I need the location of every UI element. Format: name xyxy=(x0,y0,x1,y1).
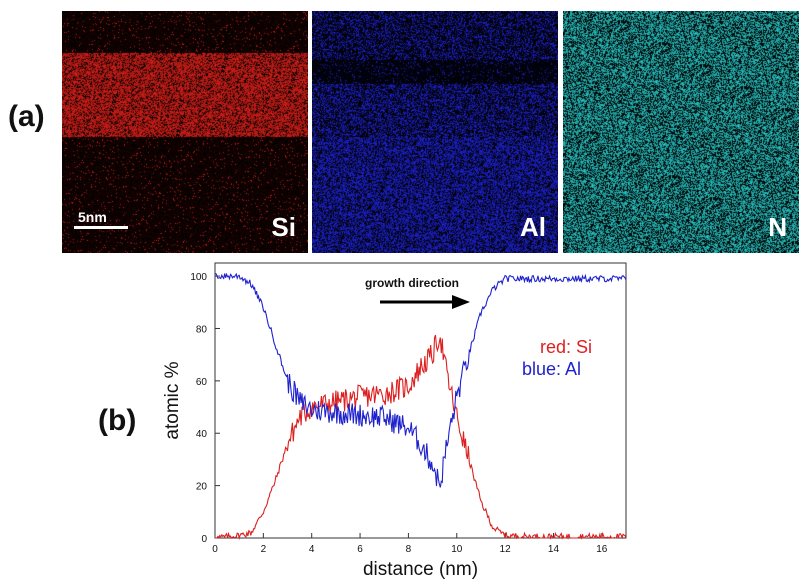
si-map-image: 5nm Si xyxy=(62,11,308,253)
plot-frame xyxy=(214,262,627,539)
x-tick-label: 10 xyxy=(451,544,463,555)
y-tick-label: 20 xyxy=(196,482,208,493)
al-map-canvas xyxy=(312,11,558,253)
si-map-canvas xyxy=(62,11,308,253)
scale-bar xyxy=(74,226,128,229)
panel-b-label: (b) xyxy=(98,404,137,437)
y-axis-label: atomic % xyxy=(162,361,183,439)
x-tick-label: 12 xyxy=(500,544,512,555)
growth-direction-label: growth direction xyxy=(365,276,459,290)
scale-bar-label: 5nm xyxy=(78,209,107,225)
plot-area: 0 2 4 6 8 10 12 14 16 0 20 40 60 80 100 distance (nm) at… xyxy=(162,262,627,580)
n-map-label: N xyxy=(768,212,787,242)
growth-direction-arrow-head xyxy=(452,295,470,309)
x-tick-label: 2 xyxy=(261,544,267,555)
x-axis-label: distance (nm) xyxy=(363,559,478,580)
y-tick-label: 0 xyxy=(201,534,207,545)
panel-a-label: (a) xyxy=(8,100,45,133)
legend-al: blue: Al xyxy=(522,359,581,379)
series-line-si xyxy=(215,334,627,541)
x-tick-label: 16 xyxy=(596,544,608,555)
x-tick-label: 14 xyxy=(548,544,560,555)
y-tick-label: 100 xyxy=(190,272,207,283)
x-tick-label: 4 xyxy=(309,544,315,555)
al-map-image: Al xyxy=(312,11,558,253)
n-map-image: N xyxy=(563,11,799,253)
si-map-label: Si xyxy=(271,212,296,242)
x-tick-label: 0 xyxy=(212,544,218,555)
line-profile-chart: 0 2 4 6 8 10 12 14 16 0 20 40 60 80 100 distance (nm) at… xyxy=(162,262,627,580)
y-tick-label: 80 xyxy=(196,324,208,335)
y-tick-label: 60 xyxy=(196,377,208,388)
al-map-label: Al xyxy=(520,212,546,242)
x-tick-label: 6 xyxy=(357,544,363,555)
legend-si: red: Si xyxy=(540,337,592,357)
series-line-al xyxy=(214,272,627,488)
y-tick-label: 40 xyxy=(196,429,208,440)
x-tick-label: 8 xyxy=(406,544,412,555)
n-map-canvas xyxy=(563,11,799,253)
